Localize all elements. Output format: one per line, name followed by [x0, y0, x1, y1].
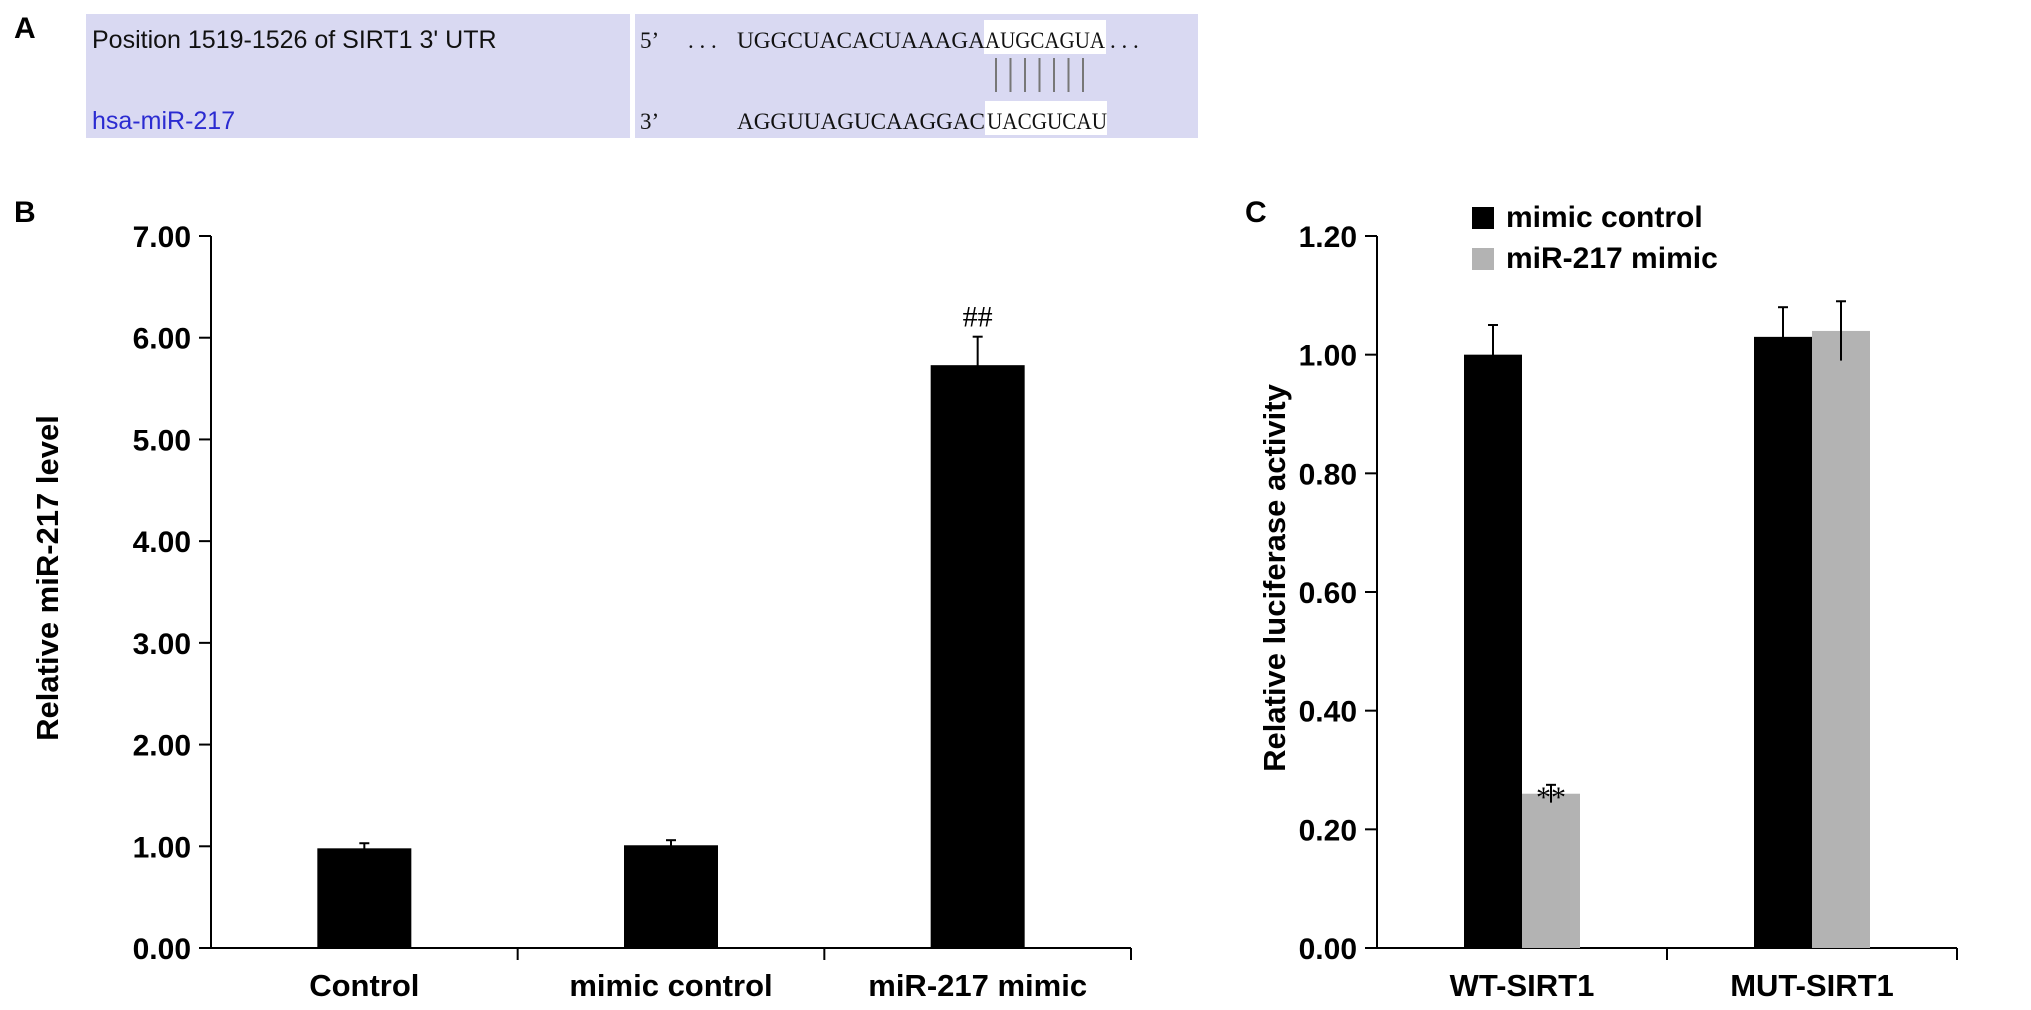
significance-marker: ##	[963, 301, 993, 334]
chart-c: 0.00 0.20 0.40 0.60 0.80 1.00 1.20 WT-SIRT1 MUT-…	[1299, 201, 1958, 1003]
bar	[1522, 793, 1580, 948]
target-sequence: UGGCUACACUAAAGA	[737, 28, 985, 53]
alignment-panel: Position 1519-1526 of SIRT1 3' UTR hsa-m…	[86, 14, 1198, 138]
base-pair-lines	[995, 58, 1084, 92]
legend-label: miR-217 mimic	[1506, 242, 1718, 275]
y-tick-label: 1.20	[1299, 221, 1357, 254]
panel-c-letter: C	[1245, 196, 1267, 229]
chart-c-y-axis-title: Relative luciferase activity	[1257, 383, 1292, 771]
mirna-seed-sequence: UACGUCAU	[987, 109, 1107, 134]
bar	[317, 848, 412, 948]
legend-swatch	[1472, 207, 1494, 229]
y-tick-label: 2.00	[133, 730, 191, 763]
legend-swatch	[1472, 248, 1494, 270]
panel-b-letter: B	[14, 196, 36, 229]
chart-b-y-axis-title: Relative miR-217 level	[30, 415, 65, 741]
y-tick-label: 5.00	[133, 424, 191, 457]
significance-marker: **	[1536, 781, 1566, 814]
bar	[1464, 354, 1522, 949]
target-dots-left: . . .	[688, 28, 717, 53]
mirna-prime: 3’	[640, 109, 659, 134]
target-prime: 5’	[640, 28, 659, 53]
legend-label: mimic control	[1506, 201, 1703, 234]
y-tick-label: 7.00	[133, 221, 191, 254]
category-label: miR-217 mimic	[868, 968, 1087, 1003]
chart-b: 0.00 1.00 2.00 3.00 4.00 5.00 6.00 7.00 Control m…	[133, 221, 1132, 1003]
alignment-label-box	[86, 14, 630, 138]
bar	[1754, 336, 1812, 948]
bar	[1812, 330, 1870, 948]
mirna-label: hsa-miR-217	[92, 107, 235, 135]
y-tick-label: 0.40	[1299, 696, 1357, 729]
y-tick-label: 1.00	[133, 831, 191, 864]
category-label: mimic control	[569, 968, 772, 1003]
y-tick-label: 0.00	[133, 933, 191, 966]
target-label: Position 1519-1526 of SIRT1 3' UTR	[92, 26, 497, 54]
y-tick-label: 0.20	[1299, 814, 1357, 847]
panel-a-letter: A	[14, 12, 36, 45]
y-tick-label: 1.00	[1299, 340, 1357, 373]
category-label: Control	[309, 968, 419, 1003]
mirna-seed-highlight	[985, 101, 1107, 135]
bar	[624, 845, 718, 948]
y-tick-label: 4.00	[133, 526, 191, 559]
category-label: MUT-SIRT1	[1730, 968, 1894, 1003]
y-tick-label: 0.80	[1299, 458, 1357, 491]
category-label: WT-SIRT1	[1450, 968, 1595, 1003]
y-tick-label: 0.60	[1299, 577, 1357, 610]
bar	[930, 365, 1025, 949]
target-seed-sequence: AUGCAGUA	[985, 28, 1105, 53]
target-dots-right: . . .	[1110, 28, 1139, 53]
y-tick-label: 6.00	[133, 323, 191, 356]
mirna-sequence: AGGUUAGUCAAGGAC	[737, 109, 985, 134]
y-tick-label: 3.00	[133, 628, 191, 661]
target-seed-highlight	[984, 20, 1106, 54]
y-tick-label: 0.00	[1299, 933, 1357, 966]
